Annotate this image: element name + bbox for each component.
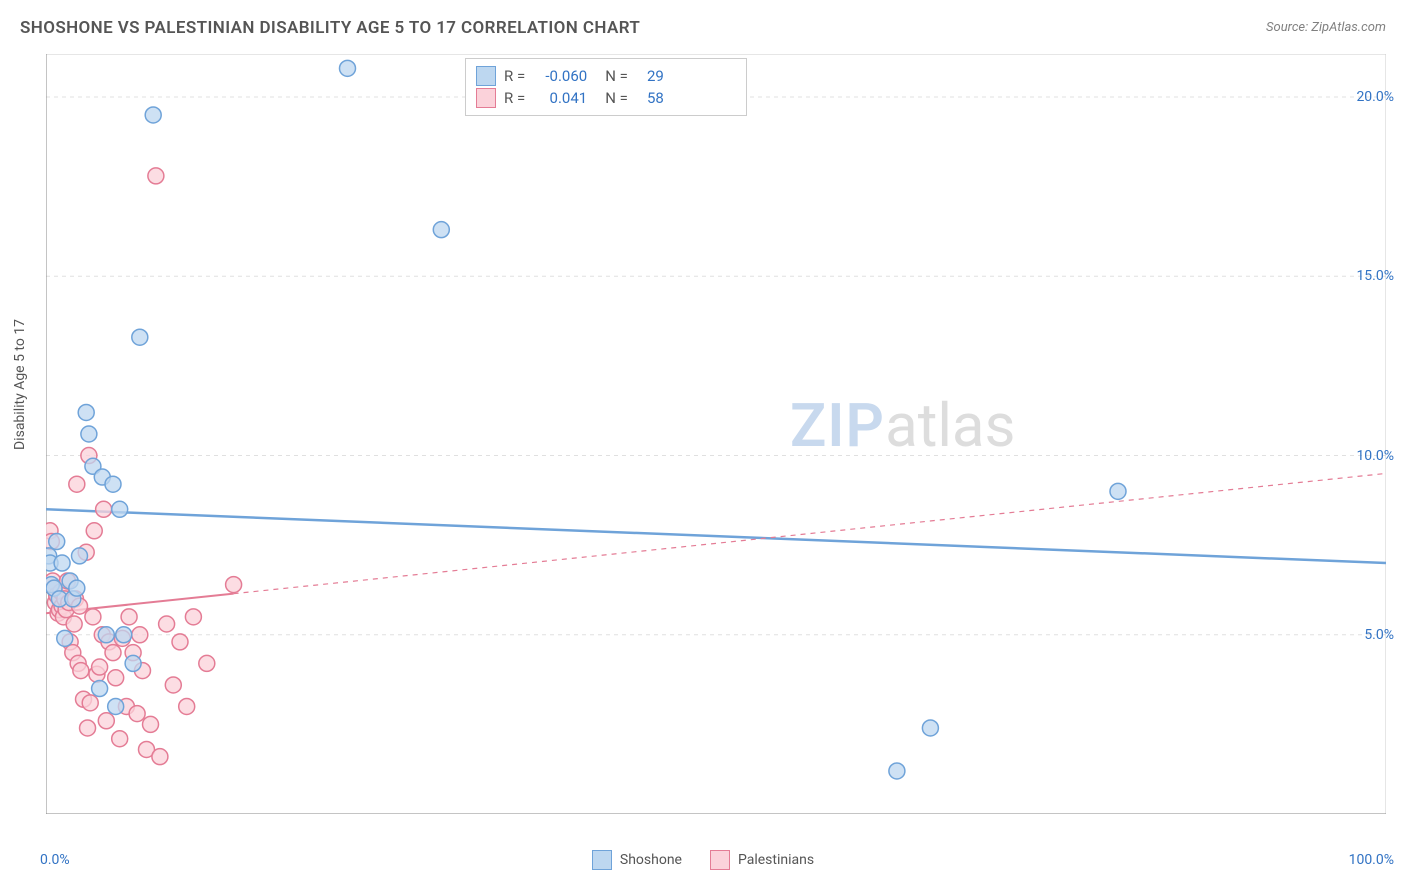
n-label: N = (605, 65, 628, 87)
source-text: Source: ZipAtlas.com (1266, 20, 1386, 35)
y-tick-label: 20.0% (1356, 89, 1394, 105)
y-tick-label: 15.0% (1356, 268, 1394, 284)
legend-label-palestinians: Palestinians (738, 852, 814, 868)
n-value-shoshone: 29 (636, 65, 664, 87)
page-title: SHOSHONE VS PALESTINIAN DISABILITY AGE 5… (20, 18, 640, 38)
r-value-shoshone: -0.060 (533, 65, 587, 87)
plot-area (46, 54, 1386, 814)
swatch-palestinians (710, 850, 730, 870)
n-label: N = (605, 87, 628, 109)
y-tick-label: 10.0% (1356, 448, 1394, 464)
legend-row-shoshone: R = -0.060 N = 29 (476, 65, 736, 87)
legend-item-palestinians: Palestinians (710, 850, 814, 870)
swatch-shoshone (592, 850, 612, 870)
scatter-chart (46, 54, 1386, 814)
r-label: R = (504, 65, 525, 87)
n-value-palestinians: 58 (636, 87, 664, 109)
legend-item-shoshone: Shoshone (592, 850, 682, 870)
swatch-palestinians (476, 88, 496, 108)
series-legend: Shoshone Palestinians (0, 850, 1406, 870)
y-tick-label: 5.0% (1364, 627, 1394, 643)
legend-row-palestinians: R = 0.041 N = 58 (476, 87, 736, 109)
correlation-legend: R = -0.060 N = 29 R = 0.041 N = 58 (465, 58, 747, 116)
y-axis-label: Disability Age 5 to 17 (12, 319, 28, 450)
r-label: R = (504, 87, 525, 109)
r-value-palestinians: 0.041 (533, 87, 587, 109)
legend-label-shoshone: Shoshone (620, 852, 682, 868)
swatch-shoshone (476, 66, 496, 86)
